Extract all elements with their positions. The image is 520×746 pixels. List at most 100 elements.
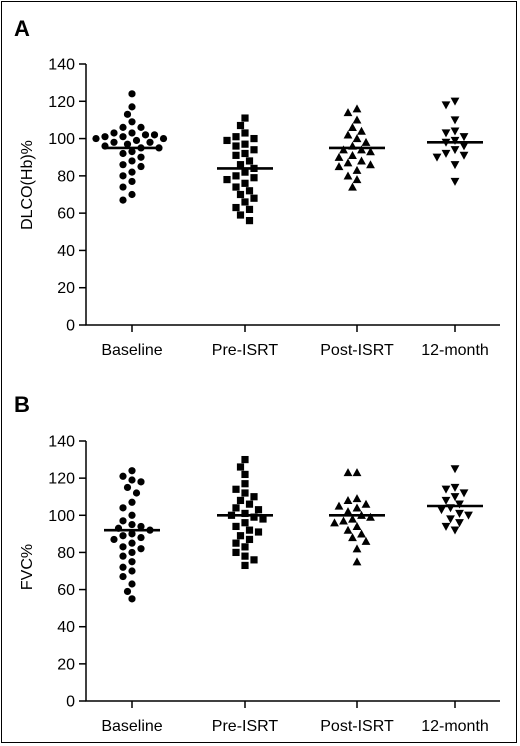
data-point [92,134,100,143]
data-point [232,142,240,150]
data-point [241,179,249,187]
data-point [366,512,375,521]
data-point [459,489,469,498]
panel-a-label: A [14,16,30,41]
y-tick-label: 80 [57,545,75,562]
data-point [352,468,362,477]
x-tick-label: 12-month [421,718,489,735]
data-point [352,522,362,531]
data-point [441,149,451,158]
data-point [450,136,460,145]
data-point [128,467,136,475]
data-point [141,131,150,139]
data-point [232,522,240,531]
panel-b: B FVC% 0 20 40 60 80 100 120 140 Baseline Pre-ISR… [14,392,500,735]
data-point [352,557,362,566]
panel-a-marks [92,90,483,225]
data-point [232,203,240,212]
data-point [232,172,240,180]
data-point [343,130,353,139]
data-point [232,151,240,159]
data-point [366,160,375,169]
panel-b-label: B [14,392,30,417]
data-point [119,133,127,141]
data-point [334,501,344,510]
data-point [245,205,254,214]
data-point [119,532,127,540]
data-point [450,146,460,155]
data-point [441,485,451,494]
data-point [450,465,460,474]
data-point [245,187,254,195]
data-point [450,161,460,170]
y-tick-label: 60 [57,206,75,223]
data-point [459,142,469,151]
data-point [119,504,127,512]
data-point [352,104,362,113]
data-point [119,149,127,158]
data-point [366,147,375,156]
data-point [123,483,132,492]
data-point [150,131,159,139]
panel-b-marks [104,455,483,603]
data-point [236,161,245,169]
data-point [128,476,136,484]
data-point [441,522,451,531]
data-point [339,145,348,154]
data-point [352,115,362,124]
data-point [223,136,231,145]
data-point [119,161,127,169]
data-point [236,463,245,471]
data-point [236,121,245,130]
x-tick-label: Post-ISRT [320,342,394,359]
data-point [128,129,136,137]
data-point [119,563,127,571]
data-point [236,190,245,199]
data-point [132,489,141,497]
data-point [450,177,460,186]
data-point [334,152,344,161]
data-point [343,525,353,534]
data-point [348,182,357,191]
data-point [128,520,136,529]
data-point [361,137,371,146]
data-point [128,177,136,186]
y-tick-label: 0 [66,694,75,711]
data-point [241,140,249,148]
data-point [223,175,231,184]
data-point [361,499,371,508]
data-point [128,539,136,547]
panel-a: A DLCO(Hb)% 0 20 40 60 80 100 120 140 Baseline Pr… [14,16,500,359]
data-point [250,513,258,521]
data-point [119,172,127,180]
data-point [159,134,168,143]
y-tick-label: 140 [48,434,75,451]
data-point [343,496,353,505]
data-point [250,174,258,182]
data-point [241,168,249,176]
data-point [232,183,240,191]
data-point [232,133,240,141]
data-point [352,503,362,512]
data-point [119,552,127,560]
y-tick-label: 120 [48,94,75,111]
data-point [128,567,136,575]
data-point [241,552,249,560]
data-point [245,500,254,508]
data-point [334,162,344,171]
data-point [343,171,353,180]
data-point [450,483,460,492]
panel-b-ylabel: FVC% [19,544,36,590]
data-point [241,509,249,518]
data-point [128,190,136,199]
data-point [119,572,127,581]
data-point [459,133,469,142]
data-point [245,157,254,165]
data-point [450,493,460,502]
data-point [250,556,258,564]
panel-b-axes: 0 20 40 60 80 100 120 140 Baseline Pre-ISRT Post-I… [48,434,500,735]
data-point [241,561,249,570]
data-point [339,516,348,525]
data-point [245,526,254,534]
data-point [128,530,136,538]
